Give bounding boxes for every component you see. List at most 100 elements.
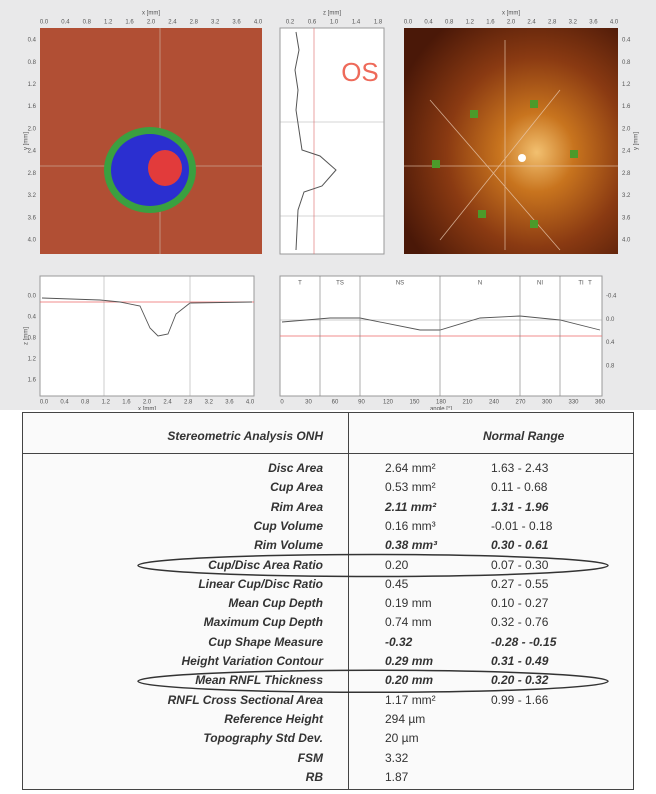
x-tick-label: 210 <box>462 400 473 406</box>
y-tick-label: 0.0 <box>28 294 37 300</box>
cup <box>148 150 182 186</box>
x-axis-label: x [mm] <box>138 407 156 410</box>
row-range: 1.63 - 2.43 <box>491 461 549 475</box>
range-header: Normal Range <box>483 429 565 443</box>
row-value: 294 µm <box>385 711 426 726</box>
y-tick-label: 0.4 <box>606 340 615 346</box>
y-tick-label: 4.0 <box>622 238 631 244</box>
fundus-image <box>404 28 618 254</box>
row-label: Cup Area <box>270 480 323 495</box>
row-label: Cup/Disc Area Ratio <box>208 557 323 572</box>
y-axis-label: z [mm] <box>24 327 30 345</box>
row-value: 0.20 <box>385 557 409 572</box>
y-tick-label: 1.2 <box>28 357 37 363</box>
row-value: 0.74 mm <box>385 615 432 630</box>
row-label: Height Variation Contour <box>181 654 323 668</box>
x-tick-label: 1.2 <box>466 20 475 26</box>
row-label: Disc Area <box>268 461 323 475</box>
row-range: 0.99 - 1.66 <box>491 692 549 707</box>
row-label: Mean Cup Depth <box>228 596 323 611</box>
x-tick-label: 2.8 <box>548 20 557 26</box>
row-range: -0.01 - 0.18 <box>491 518 553 533</box>
row-range: 0.07 - 0.30 <box>491 557 549 572</box>
highlight-ellipse <box>137 669 609 694</box>
x-tick-label: 4.0 <box>246 400 255 406</box>
x-tick-label: 0.0 <box>40 400 49 406</box>
row-range: 0.30 - 0.61 <box>491 538 549 553</box>
row-value: 0.19 mm <box>385 596 432 611</box>
y-tick-label: 1.2 <box>28 82 37 88</box>
x-tick-label: 0.8 <box>81 400 90 406</box>
y-tick-label: 0.4 <box>622 38 631 44</box>
row-range: 0.10 - 0.27 <box>491 596 549 611</box>
x-tick-label: 2.8 <box>190 20 199 26</box>
y-tick-label: 1.6 <box>28 378 37 384</box>
x-tick-label: 2.4 <box>168 20 177 26</box>
y-tick-label: 1.6 <box>28 104 37 110</box>
x-tick-label: 0.0 <box>404 20 413 26</box>
y-tick-label: 3.6 <box>622 215 631 221</box>
row-value: 0.53 mm² <box>385 480 436 495</box>
x-tick-label: 2.0 <box>507 20 516 26</box>
row-label: FSM <box>297 750 323 765</box>
row-value: 20 µm <box>385 731 419 746</box>
y-tick-label: 3.2 <box>28 193 37 199</box>
row-label: RNFL Cross Sectional Area <box>167 692 323 707</box>
row-range: 0.27 - 0.55 <box>491 576 549 591</box>
z-tick-label: 0.2 <box>286 20 295 26</box>
x-tick-label: 60 <box>332 400 339 406</box>
x-tick-label: 0.4 <box>61 20 70 26</box>
row-value: 1.87 <box>385 769 409 784</box>
x-tick-label: 1.6 <box>122 400 131 406</box>
y-tick-label: 0.4 <box>28 315 37 321</box>
x-tick-label: 2.4 <box>163 400 172 406</box>
x-tick-label: 90 <box>358 400 365 406</box>
x-tick-label: 3.6 <box>589 20 598 26</box>
x-tick-label: 0 <box>280 400 284 406</box>
image-panels: OS 0.0 0.4 0.8 1.2 1.6 2.0 2.4 2.8 3.2 3.6 4.0 0.0 0… <box>0 0 656 410</box>
sector-label: T <box>588 281 592 287</box>
z-tick-label: 1.4 <box>352 20 361 26</box>
row-value: 2.64 mm² <box>385 461 436 475</box>
x-tick-label: 2.0 <box>143 400 152 406</box>
x-tick-label: 240 <box>489 400 500 406</box>
x-axis-label: x [mm] <box>502 11 520 17</box>
x-tick-label: 1.6 <box>125 20 134 26</box>
x-axis-label: x [mm] <box>142 11 160 17</box>
x-tick-label: 150 <box>409 400 420 406</box>
y-tick-label: 2.0 <box>622 126 631 132</box>
x-tick-label: 2.4 <box>527 20 536 26</box>
x-tick-label: 330 <box>568 400 579 406</box>
y-tick-label: 1.6 <box>622 104 631 110</box>
sector-label: NI <box>537 281 543 287</box>
y-tick-label: 0.8 <box>28 60 37 66</box>
x-tick-label: 1.2 <box>102 400 111 406</box>
row-label: Reference Height <box>224 711 323 726</box>
z-tick-label: 0.6 <box>308 20 317 26</box>
row-value: 1.17 mm² <box>385 692 436 707</box>
x-tick-label: 3.6 <box>232 20 241 26</box>
y-tick-label: 0.8 <box>606 364 615 370</box>
highlights <box>137 553 609 694</box>
y-tick-label: -0.4 <box>606 294 617 300</box>
z-tick-label: 1.0 <box>330 20 339 26</box>
x-tick-label: 300 <box>542 400 553 406</box>
y-tick-label: 2.8 <box>622 171 631 177</box>
y-tick-label: 0.4 <box>28 38 37 44</box>
y-tick-label: 2.0 <box>28 126 37 132</box>
x-tick-label: 180 <box>436 400 447 406</box>
row-range: 0.20 - 0.32 <box>491 673 549 688</box>
stereometric-table: Stereometric Analysis ONH Normal Range D… <box>22 412 634 790</box>
y-axis-label: y [mm] <box>634 132 640 150</box>
x-tick-label: 120 <box>383 400 394 406</box>
y-tick-label: 3.6 <box>28 215 37 221</box>
x-tick-label: 0.8 <box>83 20 92 26</box>
row-value: 0.38 mm³ <box>385 538 438 553</box>
row-range: 1.31 - 1.96 <box>491 499 549 514</box>
z-axis-label: z [mm] <box>323 11 341 17</box>
x-tick-label: 2.8 <box>184 400 193 406</box>
y-tick-label: 0.0 <box>606 317 615 323</box>
x-tick-label: 0.4 <box>424 20 433 26</box>
profile-plot <box>39 275 255 397</box>
